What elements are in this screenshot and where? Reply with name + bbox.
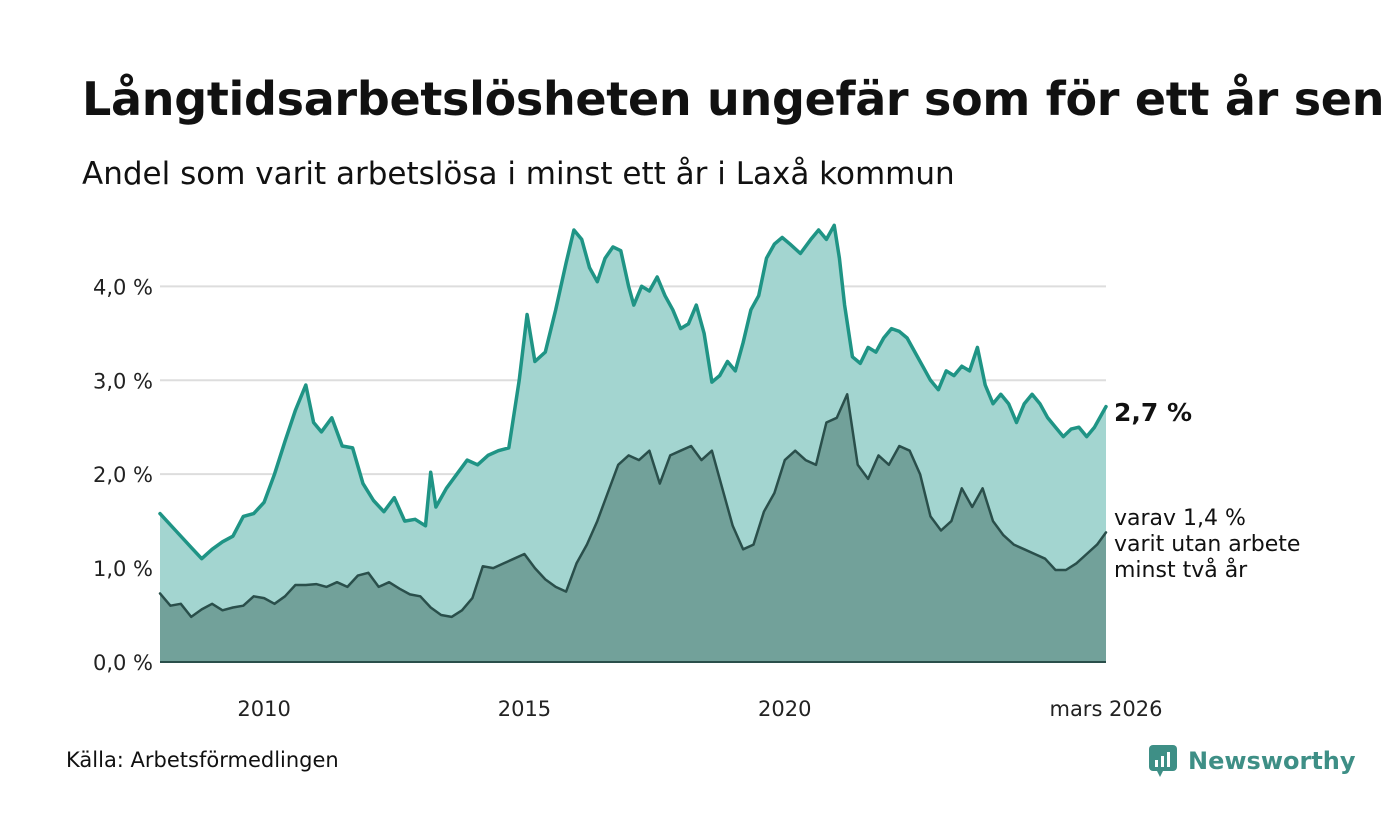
area-series bbox=[158, 223, 1108, 663]
brand-name: Newsworthy bbox=[1188, 747, 1356, 775]
sub-label-line-3: minst två år bbox=[1114, 558, 1248, 583]
area-fill-series-2 bbox=[160, 394, 1106, 662]
sub-label-line-2: varit utan arbete bbox=[1114, 532, 1301, 557]
brand-logo[interactable]: Newsworthy bbox=[1148, 744, 1356, 778]
axis-labels: 0,0 % 1,0 % 2,0 % 3,0 % 4,0 % 2010 2015 2020 mar… bbox=[93, 275, 1163, 721]
area-line-series-1 bbox=[158, 223, 1108, 561]
y-tick-label: 2,0 % bbox=[93, 463, 153, 487]
y-tick-label: 0,0 % bbox=[93, 651, 153, 675]
area-line-series-2 bbox=[158, 393, 1108, 619]
newsworthy-logo-icon bbox=[1149, 745, 1177, 777]
end-value-label: 2,7 % bbox=[1114, 398, 1193, 427]
sub-label-line-1: varav 1,4 % bbox=[1114, 506, 1246, 531]
x-tick-label: mars 2026 bbox=[1049, 697, 1162, 721]
y-tick-label: 4,0 % bbox=[93, 275, 153, 299]
chart-subtitle: Andel som varit arbetslösa i minst ett å… bbox=[82, 156, 955, 192]
y-tick-label: 3,0 % bbox=[93, 369, 153, 393]
chart-title: Långtidsarbetslösheten ungefär som för e… bbox=[82, 72, 1385, 126]
x-tick-label: 2020 bbox=[758, 697, 811, 721]
y-tick-label: 1,0 % bbox=[93, 557, 153, 581]
x-tick-label: 2015 bbox=[498, 697, 551, 721]
sub-series-label: varav 1,4 % varit utan arbete minst två … bbox=[1114, 506, 1300, 584]
source-note: Källa: Arbetsförmedlingen bbox=[66, 748, 339, 772]
x-tick-label: 2010 bbox=[237, 697, 290, 721]
